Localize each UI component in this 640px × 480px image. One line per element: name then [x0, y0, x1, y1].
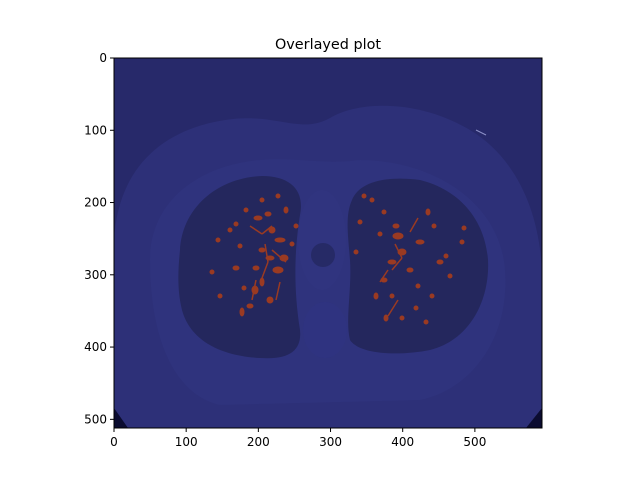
- vessel-segment: [357, 219, 363, 225]
- corner-dark-left: [114, 408, 128, 428]
- ct-image: [114, 58, 542, 428]
- vessel-segment: [369, 197, 375, 203]
- vessel-segment: [246, 303, 254, 309]
- vessel-segment: [425, 208, 431, 216]
- vessel-segment: [383, 314, 389, 322]
- x-axis: 0 100 200 300 400 500: [110, 428, 486, 449]
- axes-frame: [113, 57, 543, 429]
- corner-dark-right: [526, 408, 542, 428]
- vessel-segment: [258, 247, 266, 253]
- vessel-branch: [264, 243, 269, 263]
- vessel-segment: [239, 307, 245, 317]
- vessel-segment: [237, 243, 243, 249]
- y-tick-label: 0: [99, 51, 107, 65]
- vessel-branch: [409, 217, 419, 233]
- vessel-branch: [387, 299, 399, 317]
- vessel-branch: [379, 269, 389, 283]
- vessel-segment: [253, 215, 263, 221]
- vessel-segment: [215, 237, 221, 243]
- vessel-branch: [261, 261, 269, 279]
- vessel-branch: [271, 249, 287, 263]
- y-tick-label: 300: [84, 268, 107, 282]
- vessel-segment: [361, 193, 367, 199]
- x-tick-label: 200: [247, 435, 270, 449]
- y-tick-label: 200: [84, 196, 107, 210]
- vessel-segment: [431, 223, 437, 229]
- vessel-segment: [387, 259, 397, 265]
- aorta: [311, 243, 335, 267]
- mediastinum: [298, 190, 346, 290]
- vessel-segment: [399, 315, 405, 321]
- x-tick-label: 300: [319, 435, 342, 449]
- vessel-segment: [443, 253, 449, 259]
- vessel-branch: [251, 279, 257, 301]
- x-tick-label: 400: [391, 435, 414, 449]
- y-tick-label: 500: [84, 412, 107, 426]
- vessel-segment: [413, 305, 419, 311]
- vessel-segment: [429, 293, 435, 299]
- vessel-branch: [394, 243, 403, 259]
- vessel-segment: [436, 259, 444, 265]
- lung-left: [178, 176, 301, 359]
- vessel-segment: [233, 221, 239, 227]
- vessel-segment: [381, 209, 387, 215]
- y-tick-label: 100: [84, 123, 107, 137]
- vessel-segment: [264, 211, 272, 217]
- y-tick-label: 400: [84, 340, 107, 354]
- vessel-segment: [459, 239, 465, 245]
- vessel-segment: [268, 226, 276, 234]
- vessel-branch: [261, 225, 273, 235]
- vessel-segment: [293, 223, 299, 229]
- vessel-segment: [423, 319, 429, 325]
- vessel-branch: [391, 257, 403, 271]
- vessel-segment: [227, 227, 233, 233]
- vessel-branch: [275, 281, 281, 301]
- vessel-segment: [241, 285, 247, 291]
- vessel-segment: [377, 231, 383, 237]
- vessel-segment: [461, 225, 467, 231]
- vessel-segment: [373, 292, 379, 300]
- vessel-segment: [274, 237, 286, 243]
- x-tick-label: 500: [463, 435, 486, 449]
- vessel-segment: [259, 277, 265, 287]
- marker-line: [475, 129, 487, 136]
- lung-right: [347, 178, 489, 354]
- vessel-segment: [283, 206, 289, 214]
- spine: [303, 302, 347, 358]
- vessel-segment: [232, 265, 240, 271]
- vessel-segment: [266, 296, 274, 304]
- vessel-segment: [217, 293, 223, 299]
- vessel-segment: [243, 207, 249, 213]
- vessel-segment: [415, 239, 425, 245]
- vessel-branch: [249, 225, 263, 235]
- x-tick-label: 100: [175, 435, 198, 449]
- y-axis: 0 100 200 300 400 500: [84, 51, 114, 426]
- vessel-segment: [259, 197, 265, 203]
- vessel-segment: [289, 241, 295, 247]
- vessel-segment: [275, 193, 281, 199]
- vessel-segment: [252, 265, 260, 271]
- vessel-segment: [272, 266, 284, 274]
- vessel-segment: [353, 249, 359, 255]
- vessel-segment: [415, 283, 421, 289]
- vessel-segment: [392, 232, 404, 240]
- vessel-segment: [447, 273, 453, 279]
- vessel-segment: [392, 223, 400, 229]
- vessel-segment: [406, 267, 414, 273]
- vessel-segment: [389, 293, 395, 299]
- vessel-segment: [209, 269, 215, 275]
- vessel-overlay: [209, 193, 467, 325]
- chart-title: Overlayed plot: [275, 37, 381, 53]
- x-tick-label: 0: [110, 435, 118, 449]
